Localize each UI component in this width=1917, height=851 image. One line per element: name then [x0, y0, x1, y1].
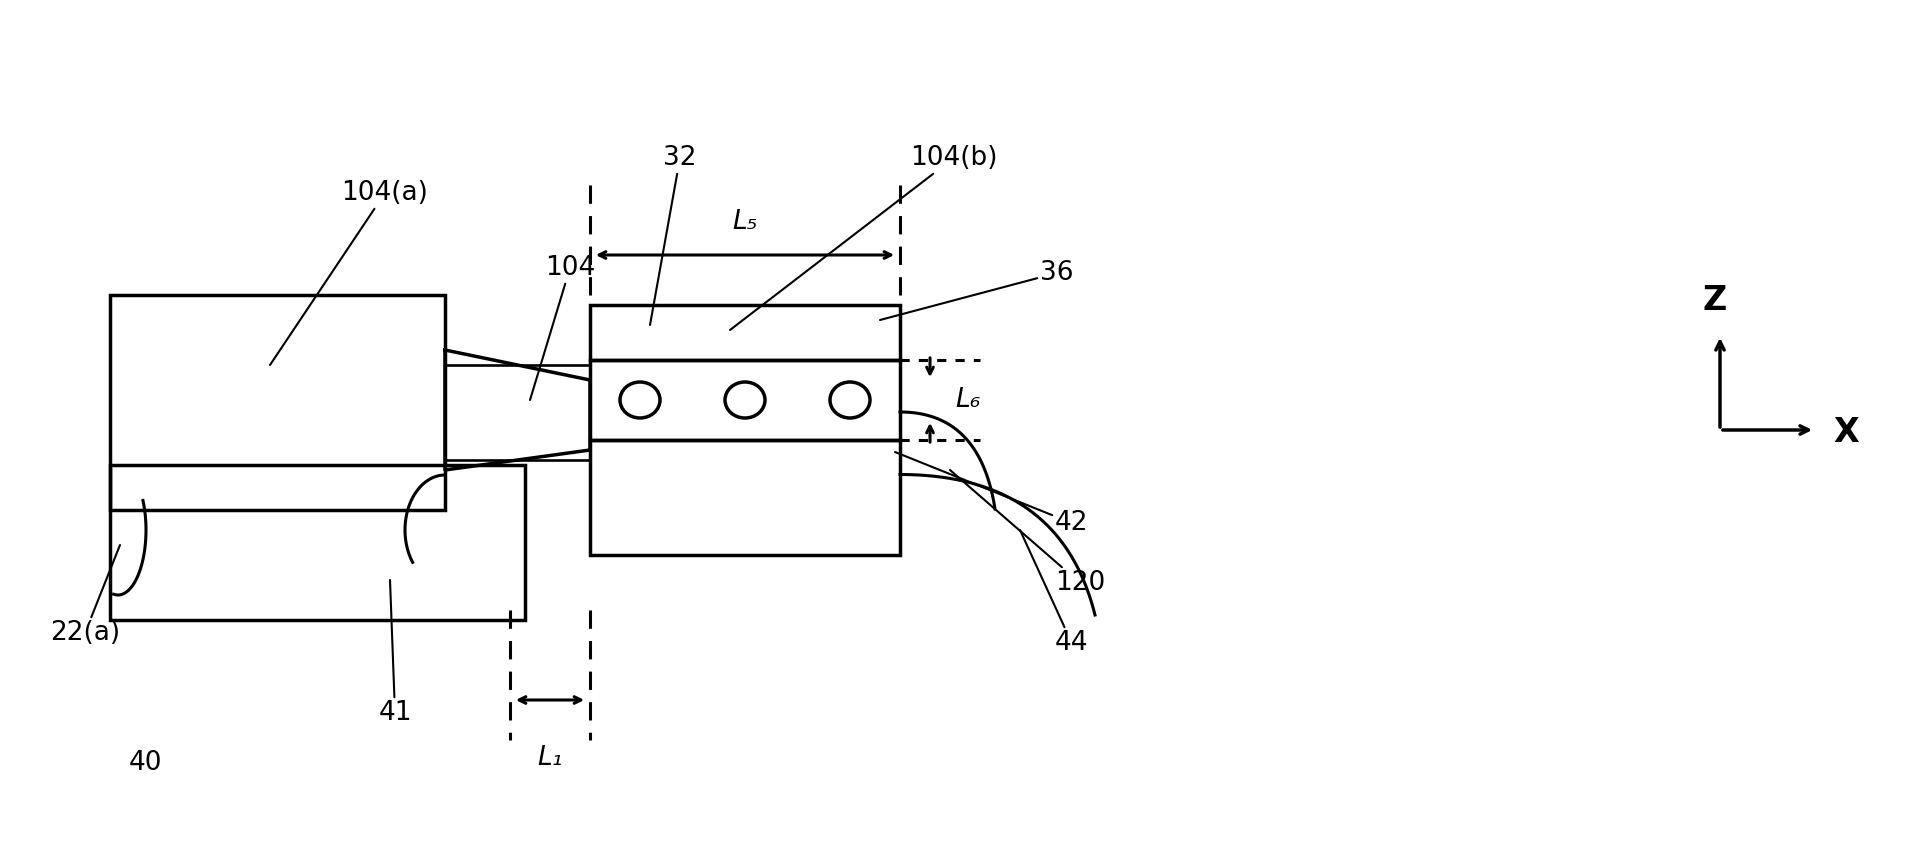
Text: L₁: L₁: [537, 745, 564, 771]
Text: 36: 36: [880, 260, 1074, 320]
Text: Z: Z: [1702, 284, 1727, 317]
Text: 104(a): 104(a): [270, 180, 427, 365]
Text: L₅: L₅: [732, 209, 757, 235]
Bar: [590, 440, 899, 555]
Text: 32: 32: [650, 145, 696, 325]
Bar: [109, 465, 525, 620]
Text: 104(b): 104(b): [730, 145, 997, 330]
Text: 41: 41: [378, 580, 412, 726]
Text: L₆: L₆: [955, 387, 980, 413]
Text: 22(a): 22(a): [50, 545, 121, 646]
Text: 44: 44: [1020, 530, 1089, 656]
Text: 104: 104: [529, 255, 594, 400]
Bar: [590, 360, 899, 440]
Text: 42: 42: [895, 452, 1089, 536]
Text: 120: 120: [951, 470, 1106, 596]
Text: X: X: [1833, 416, 1859, 449]
Bar: [590, 305, 899, 360]
Text: 40: 40: [128, 750, 161, 776]
Bar: [109, 295, 445, 510]
